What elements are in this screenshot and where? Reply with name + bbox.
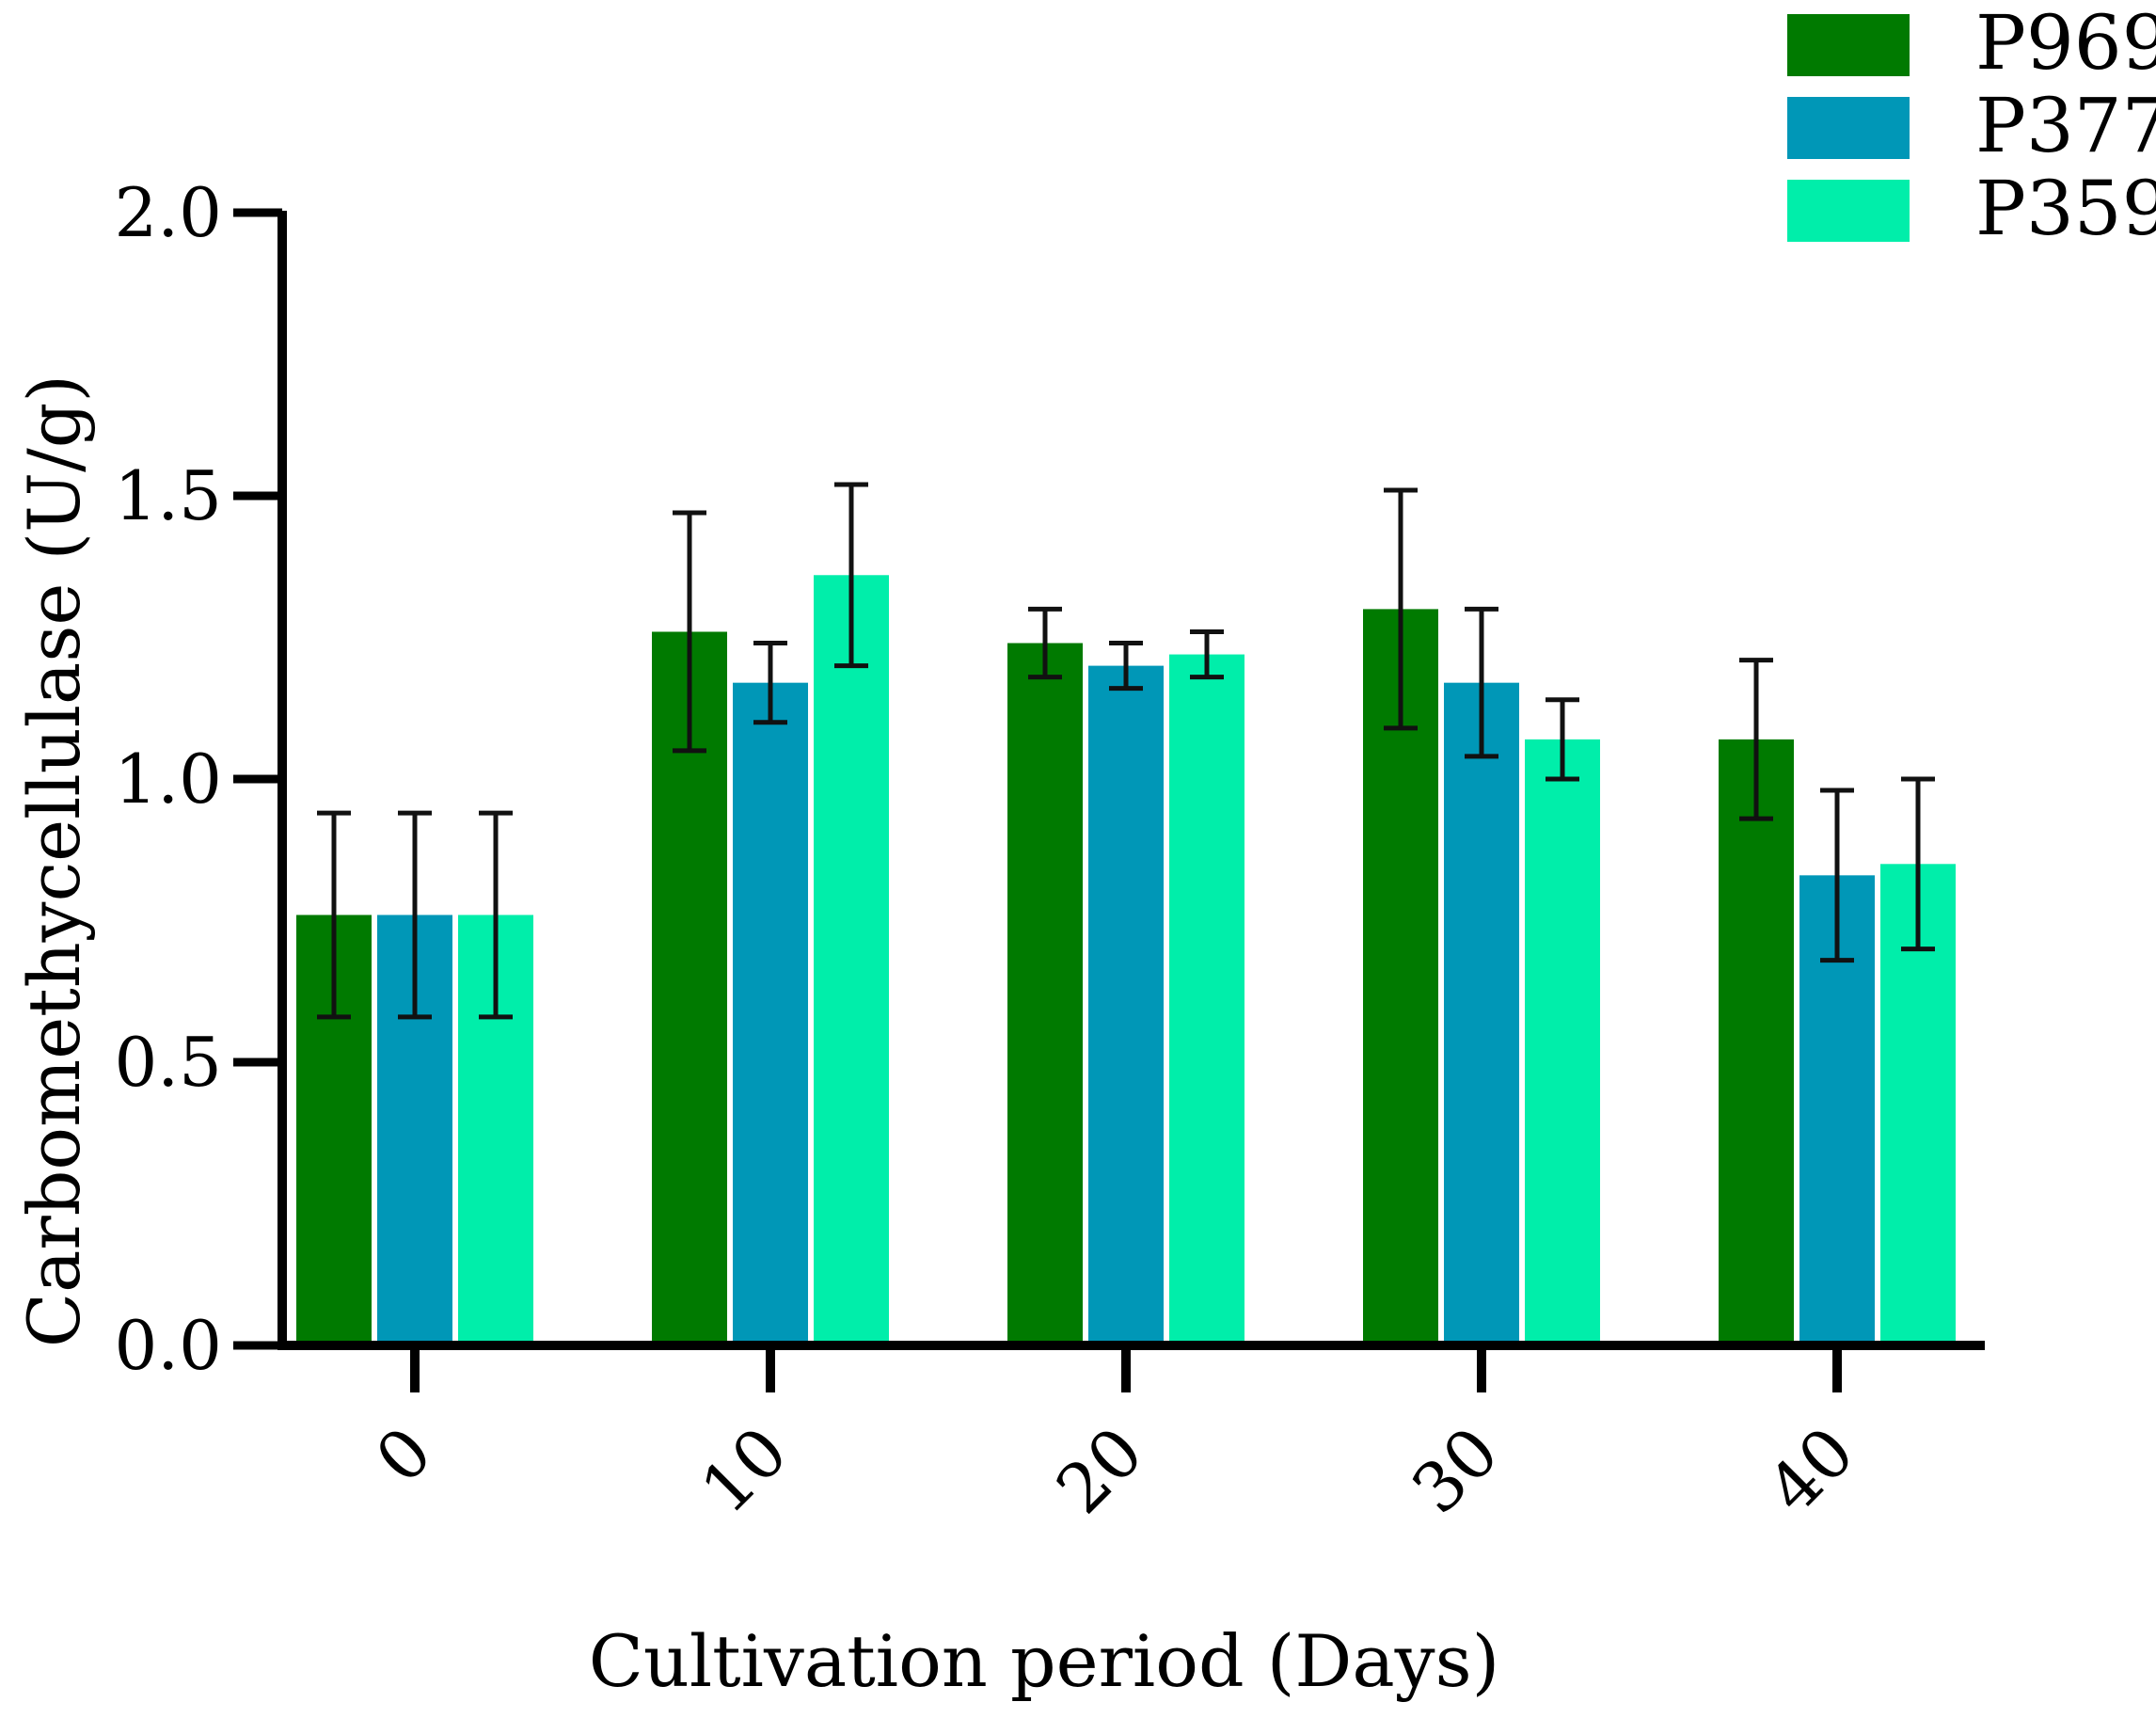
y-tick-label: 0.5 <box>114 1023 222 1102</box>
error-bar-p377-day-40 <box>1820 787 1854 963</box>
x-tick-label: 20 <box>1041 1412 1158 1529</box>
legend-label-p359: P359 <box>1975 165 2156 252</box>
legend-label-p969: P969 <box>1975 0 2156 87</box>
legend-swatch-p377 <box>1787 97 1910 159</box>
legend-label-p377: P377 <box>1975 82 2156 169</box>
error-bar-p969-day-20 <box>1028 606 1062 680</box>
y-tick-label: 1.5 <box>114 456 222 535</box>
error-bar-p359-day-10 <box>834 482 868 669</box>
bar-p969-day-30 <box>1363 609 1438 1345</box>
x-tick-label: 40 <box>1752 1412 1869 1529</box>
x-tick-label: 0 <box>360 1412 447 1499</box>
error-bar-p377-day-20 <box>1109 641 1143 692</box>
bar-p359-day-10 <box>814 575 889 1345</box>
axes-layer <box>233 208 1985 1392</box>
bar-p377-day-10 <box>733 682 808 1345</box>
bar-p377-day-20 <box>1088 665 1164 1345</box>
legend-swatch-p969 <box>1787 14 1910 76</box>
error-bar-p969-day-30 <box>1384 487 1418 731</box>
bar-p359-day-20 <box>1169 654 1244 1345</box>
error-bar-p969-day-40 <box>1739 658 1773 821</box>
error-bar-p359-day-20 <box>1190 628 1224 680</box>
error-bar-p969-day-10 <box>673 510 706 754</box>
y-tick-label: 2.0 <box>114 173 222 252</box>
x-tick-label: 10 <box>686 1412 802 1529</box>
error-bar-p377-day-10 <box>753 641 787 725</box>
y-axis-label: Carbomethycellulase (U/g) <box>12 374 96 1347</box>
bar-p359-day-30 <box>1525 739 1600 1345</box>
error-bar-p359-day-0 <box>479 810 513 1020</box>
bar-p377-day-30 <box>1444 682 1519 1345</box>
error-bar-p377-day-0 <box>398 810 432 1020</box>
error-bar-p359-day-40 <box>1901 776 1935 952</box>
x-axis-label: Cultivation period (Days) <box>589 1619 1500 1703</box>
legend-swatch-p359 <box>1787 180 1910 242</box>
y-tick-label: 0.0 <box>114 1306 222 1385</box>
bar-p969-day-20 <box>1007 643 1083 1345</box>
x-tick-label: 30 <box>1397 1412 1514 1529</box>
bar-p969-day-40 <box>1719 739 1794 1345</box>
error-bar-p359-day-30 <box>1546 697 1579 782</box>
error-bar-p969-day-0 <box>317 810 351 1020</box>
bars-layer <box>296 575 1956 1345</box>
y-tick-label: 1.0 <box>114 740 222 819</box>
error-bar-p377-day-30 <box>1465 606 1498 759</box>
error-bars-layer <box>317 482 1935 1020</box>
